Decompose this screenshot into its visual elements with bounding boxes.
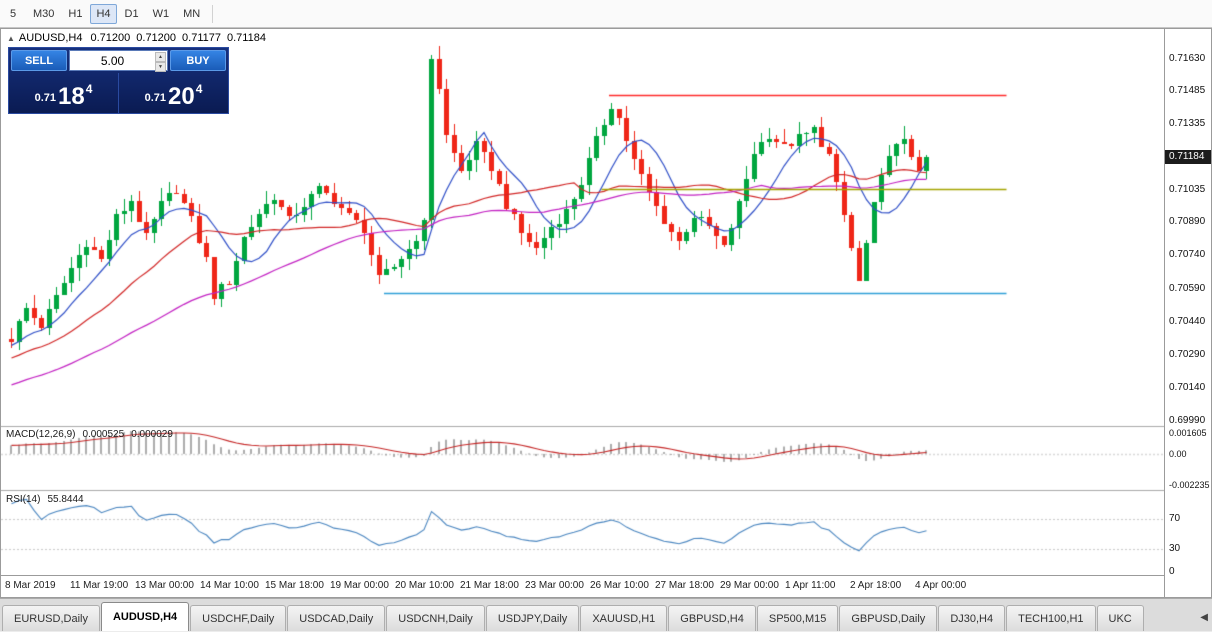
rsi-name: RSI(14) [6, 494, 41, 505]
ohlc-close: 0.71184 [226, 32, 266, 44]
toolbar-separator [212, 4, 214, 23]
timeframe-button[interactable]: H1 [62, 4, 88, 24]
timeframe-button[interactable]: MN [177, 4, 206, 24]
chart-tab[interactable]: XAUUSD,H1 [580, 605, 668, 631]
timeframe-button[interactable]: 5 [1, 4, 25, 24]
bid-pipette-digit: 4 [85, 82, 93, 96]
rsi-value: 55.8444 [47, 494, 84, 505]
price-scale[interactable]: 0.71630 0.71485 0.71335 0.71035 0.70890 0.707… [1164, 29, 1211, 597]
chart-tabbar: EURUSD,Daily AUDUSD,H4 USDCHF,Daily USDCAD,… [0, 598, 1212, 631]
ask-prefix: 0.71 [144, 92, 167, 104]
volume-increase-button[interactable]: ▲ [155, 52, 166, 62]
chart-tab[interactable]: TECH100,H1 [1006, 605, 1096, 631]
ohlc-readout: ▲ AUDUSD,H4 0.71200 0.71200 0.71177 0.71184 [7, 32, 272, 44]
volume-input[interactable] [70, 53, 155, 68]
time-axis-label: 20 Mar 10:00 [395, 580, 454, 591]
time-axis-label: 13 Mar 00:00 [135, 580, 194, 591]
buy-button[interactable]: BUY [170, 50, 226, 71]
scale-label: 0.70440 [1169, 315, 1206, 327]
current-price-badge: 0.71184 [1165, 150, 1211, 165]
price-chart-canvas[interactable] [1, 29, 1164, 575]
scale-label: 0.70290 [1169, 348, 1206, 360]
timeframe-button[interactable]: D1 [119, 4, 145, 24]
ohlc-low: 0.71177 [182, 32, 221, 44]
timeframe-toolbar: 5 M30 H1 H4 D1 W1 MN [0, 0, 1212, 28]
volume-stepper: ▲ ▼ [155, 52, 166, 72]
scale-label: 70 [1169, 512, 1181, 524]
scale-label: 30 [1169, 543, 1181, 555]
bid-prefix: 0.71 [34, 92, 57, 104]
scale-label: -0.002235 [1169, 480, 1210, 490]
scale-label: 0.71630 [1169, 53, 1206, 64]
volume-field: ▲ ▼ [69, 50, 168, 72]
time-axis-label: 15 Mar 18:00 [265, 580, 324, 591]
chart-tab[interactable]: GBPUSD,Daily [839, 605, 938, 631]
time-axis-label: 27 Mar 18:00 [655, 580, 714, 591]
time-axis-label: 19 Mar 00:00 [330, 580, 389, 591]
chart-symbol-title: AUDUSD,H4 [18, 32, 83, 44]
time-axis-label: 23 Mar 00:00 [525, 580, 584, 591]
timeframe-list: 5 M30 H1 H4 D1 W1 MN [1, 3, 206, 24]
scale-label: 0.71485 [1169, 85, 1206, 96]
chart-window: ▲ AUDUSD,H4 0.71200 0.71200 0.71177 0.71184 S… [0, 28, 1212, 598]
rsi-indicator-label: RSI(14) 55.8444 [6, 494, 84, 505]
timeframe-button[interactable]: H4 [90, 3, 117, 24]
chart-tab[interactable]: USDJPY,Daily [485, 605, 580, 631]
scale-label: 0.71035 [1169, 184, 1206, 196]
scale-label: 0.70140 [1169, 381, 1206, 393]
macd-indicator-label: MACD(12,26,9) 0.000525 0.000029 [6, 429, 173, 440]
chart-tab[interactable]: SP500,M15 [756, 605, 839, 631]
scale-label: 0.71335 [1169, 118, 1206, 130]
ohlc-open: 0.71200 [90, 32, 131, 44]
macd-name: MACD(12,26,9) [6, 429, 76, 440]
chart-tab[interactable]: DJ30,H4 [938, 605, 1006, 631]
time-axis-label: 29 Mar 00:00 [720, 580, 779, 591]
chart-tab[interactable]: EURUSD,Daily [2, 605, 100, 631]
ohlc-high: 0.71200 [136, 32, 177, 44]
chart-tab[interactable]: USDCAD,Daily [287, 605, 386, 631]
chart-tab-list: EURUSD,Daily AUDUSD,H4 USDCHF,Daily USDCAD,… [2, 602, 1145, 631]
time-axis-label: 2 Apr 18:00 [850, 580, 902, 591]
chart-tab[interactable]: USDCNH,Daily [386, 605, 485, 631]
time-axis-label: 21 Mar 18:00 [460, 580, 519, 591]
ask-price-button[interactable]: 0.71 20 4 [119, 73, 228, 113]
scale-label: 0.69990 [1169, 415, 1206, 426]
scale-label: 0.70590 [1169, 282, 1206, 294]
macd-signal-value: 0.000029 [131, 429, 173, 440]
ask-big-digits: 20 [168, 83, 195, 110]
scale-label: 0.00 [1169, 448, 1187, 459]
chart-tab[interactable]: UKC [1096, 605, 1144, 631]
volume-decrease-button[interactable]: ▼ [155, 62, 166, 72]
timeframe-button[interactable]: W1 [147, 4, 176, 24]
timeframe-button[interactable]: M30 [27, 4, 60, 24]
chart-tab[interactable]: GBPUSD,H4 [668, 605, 756, 631]
time-axis-label: 4 Apr 00:00 [915, 580, 967, 591]
bid-price-button[interactable]: 0.71 18 4 [9, 73, 119, 113]
scale-label: 0.001605 [1169, 428, 1207, 438]
time-axis-label: 1 Apr 11:00 [785, 580, 836, 591]
time-axis-label: 8 Mar 2019 [5, 580, 56, 591]
scale-label: 0 [1169, 566, 1175, 577]
time-axis-label: 14 Mar 10:00 [200, 580, 259, 591]
bid-big-digits: 18 [58, 83, 85, 110]
bid-ask-display: 0.71 18 4 0.71 20 4 [9, 73, 228, 113]
time-axis-label: 11 Mar 19:00 [70, 580, 129, 591]
chart-collapse-icon: ▲ [7, 34, 15, 43]
tab-scroll-left-icon[interactable]: ◀ [1200, 612, 1208, 623]
chart-tab[interactable]: AUDUSD,H4 [100, 602, 190, 631]
macd-value: 0.000525 [82, 429, 125, 440]
time-axis[interactable]: 8 Mar 2019 11 Mar 19:00 13 Mar 00:00 14 Mar… [1, 575, 1164, 597]
scale-label: 0.70890 [1169, 216, 1206, 228]
ask-pipette-digit: 4 [195, 82, 203, 96]
time-axis-label: 26 Mar 10:00 [590, 580, 649, 591]
chart-tab[interactable]: USDCHF,Daily [190, 605, 287, 631]
one-click-trade-panel: SELL ▲ ▼ BUY 0.71 18 4 0.71 20 4 [8, 47, 229, 114]
scale-label: 0.70740 [1169, 249, 1206, 261]
trade-panel-controls: SELL ▲ ▼ BUY [9, 48, 228, 73]
sell-button[interactable]: SELL [11, 50, 67, 71]
